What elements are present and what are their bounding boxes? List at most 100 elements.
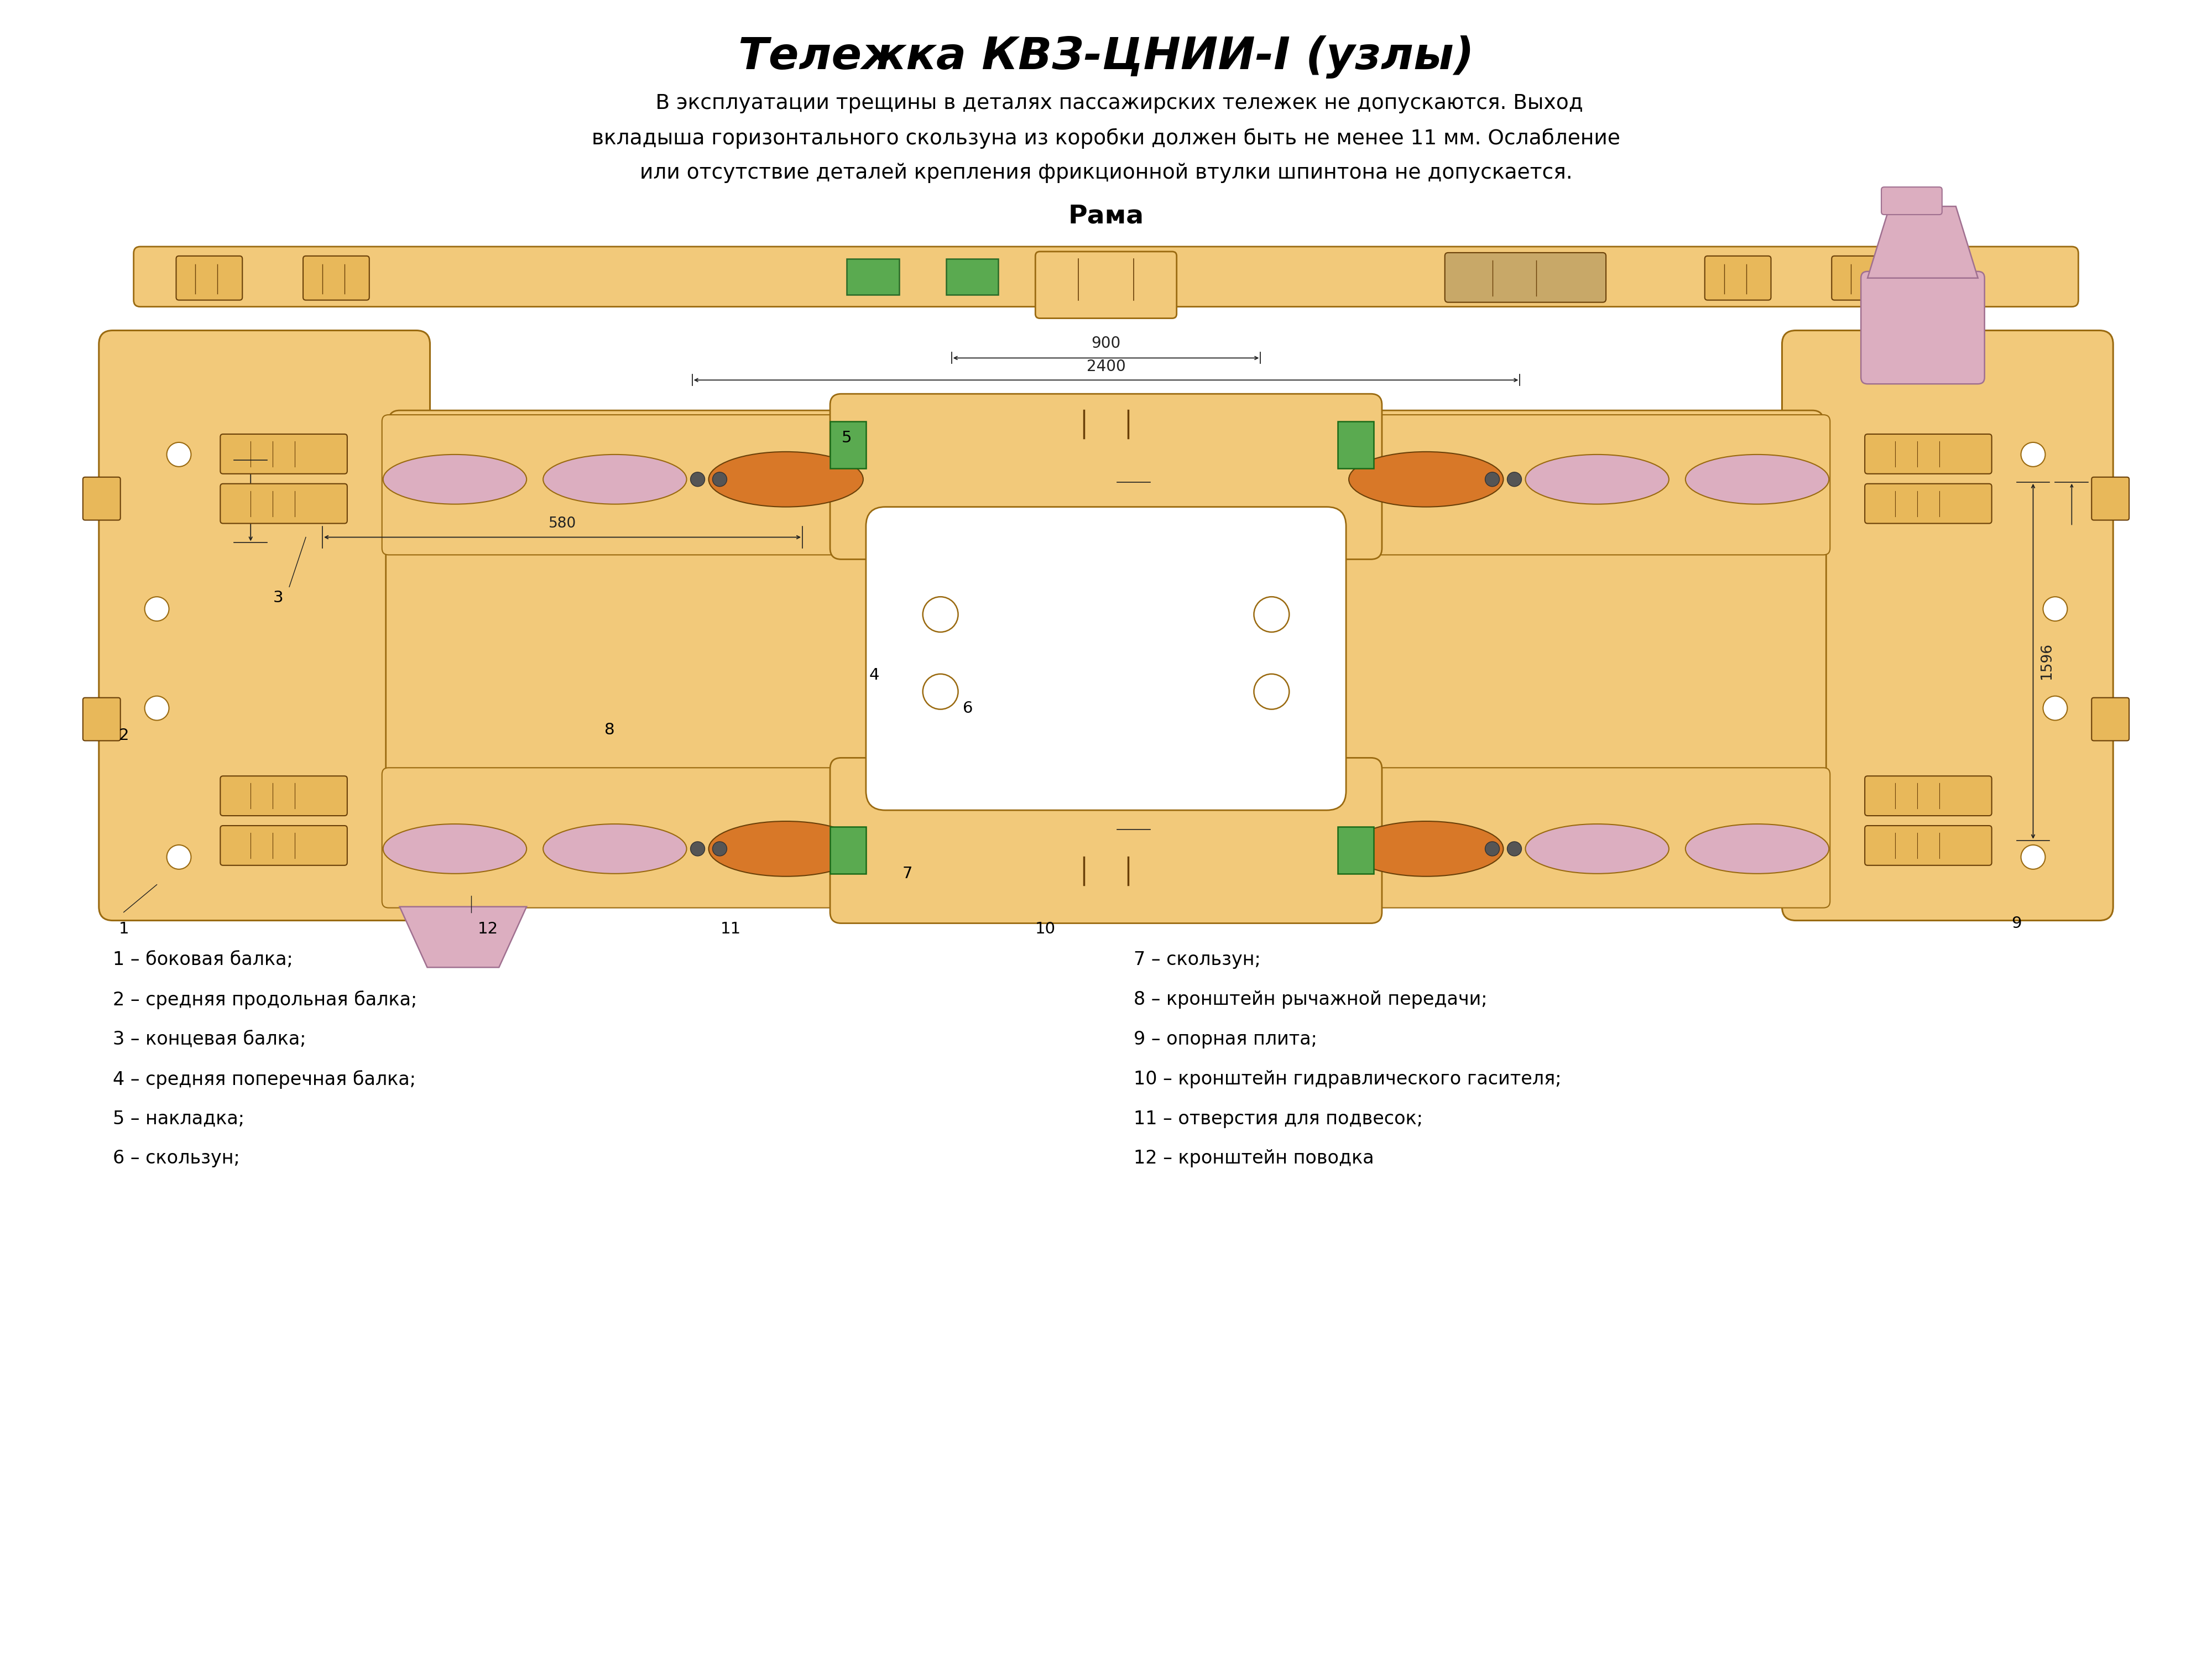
Text: 9 – опорная плита;: 9 – опорная плита; [1133, 1030, 1316, 1048]
FancyBboxPatch shape [865, 508, 1347, 810]
Circle shape [712, 841, 728, 856]
Text: 2: 2 [119, 728, 128, 743]
FancyBboxPatch shape [100, 330, 429, 921]
FancyBboxPatch shape [830, 393, 1383, 559]
Text: 8 – кронштейн рычажной передачи;: 8 – кронштейн рычажной передачи; [1133, 990, 1486, 1009]
Circle shape [1506, 841, 1522, 856]
Text: 7 – скользун;: 7 – скользун; [1133, 951, 1261, 969]
FancyBboxPatch shape [383, 768, 865, 907]
Circle shape [166, 443, 190, 466]
FancyBboxPatch shape [1832, 255, 1898, 300]
Ellipse shape [544, 825, 686, 874]
FancyBboxPatch shape [303, 255, 369, 300]
Circle shape [922, 674, 958, 710]
Text: 1596: 1596 [2039, 642, 2055, 680]
FancyBboxPatch shape [82, 478, 119, 521]
Text: 9: 9 [2011, 916, 2022, 931]
FancyBboxPatch shape [389, 775, 1823, 907]
Text: 8: 8 [604, 723, 615, 738]
Text: 2400: 2400 [1086, 358, 1126, 375]
Text: В эксплуатации трещины в деталях пассажирских тележек не допускаются. Выход: В эксплуатации трещины в деталях пассажи… [628, 93, 1584, 113]
Ellipse shape [1686, 825, 1829, 874]
FancyBboxPatch shape [1865, 484, 1991, 524]
FancyBboxPatch shape [221, 826, 347, 866]
Circle shape [1484, 841, 1500, 856]
Circle shape [2044, 697, 2068, 720]
FancyBboxPatch shape [1882, 187, 1942, 214]
FancyBboxPatch shape [389, 410, 1823, 542]
Circle shape [1254, 674, 1290, 710]
Ellipse shape [1686, 455, 1829, 504]
FancyBboxPatch shape [133, 247, 2079, 307]
FancyBboxPatch shape [383, 415, 865, 554]
Text: 10 – кронштейн гидравлического гасителя;: 10 – кронштейн гидравлического гасителя; [1133, 1070, 1562, 1088]
FancyBboxPatch shape [221, 484, 347, 524]
Ellipse shape [708, 451, 863, 508]
Text: 3 – концевая балка;: 3 – концевая балка; [113, 1030, 305, 1048]
Bar [947, 259, 998, 295]
Circle shape [144, 597, 168, 620]
Polygon shape [400, 907, 526, 967]
Ellipse shape [383, 455, 526, 504]
Text: 1 – боковая балка;: 1 – боковая балка; [113, 951, 292, 969]
Text: 10: 10 [1035, 921, 1055, 936]
FancyBboxPatch shape [1860, 272, 1984, 383]
Text: 7: 7 [902, 866, 914, 881]
Text: 12: 12 [478, 921, 498, 936]
Text: 5: 5 [841, 430, 852, 446]
FancyBboxPatch shape [1347, 415, 1829, 554]
Text: Тележка КВЗ-ЦНИИ-I (узлы): Тележка КВЗ-ЦНИИ-I (узлы) [739, 35, 1473, 78]
Ellipse shape [1526, 825, 1668, 874]
Circle shape [2022, 443, 2046, 466]
Text: 1: 1 [119, 921, 128, 936]
Ellipse shape [544, 455, 686, 504]
FancyBboxPatch shape [1444, 252, 1606, 302]
Circle shape [922, 597, 958, 632]
Text: 210: 210 [228, 488, 243, 516]
Ellipse shape [1349, 451, 1504, 508]
Circle shape [690, 841, 706, 856]
Text: или отсутствие деталей крепления фрикционной втулки шпинтона не допускается.: или отсутствие деталей крепления фрикцио… [639, 163, 1573, 182]
Text: 12 – кронштейн поводка: 12 – кронштейн поводка [1133, 1150, 1374, 1168]
Circle shape [2022, 844, 2046, 869]
FancyBboxPatch shape [221, 435, 347, 474]
Circle shape [166, 844, 190, 869]
Bar [847, 259, 898, 295]
Text: 6: 6 [962, 700, 973, 717]
FancyBboxPatch shape [1347, 768, 1829, 907]
Circle shape [144, 697, 168, 720]
FancyBboxPatch shape [1705, 255, 1772, 300]
Text: 5 – накладка;: 5 – накладка; [113, 1110, 243, 1128]
Ellipse shape [1526, 455, 1668, 504]
FancyBboxPatch shape [2093, 478, 2130, 521]
Text: вкладыша горизонтального скользуна из коробки должен быть не менее 11 мм. Ослабл: вкладыша горизонтального скользуна из ко… [593, 128, 1619, 149]
FancyBboxPatch shape [1783, 330, 2112, 921]
FancyBboxPatch shape [1865, 776, 1991, 816]
FancyBboxPatch shape [1035, 252, 1177, 319]
Text: 6 – скользун;: 6 – скользун; [113, 1150, 239, 1168]
FancyBboxPatch shape [1303, 531, 1827, 785]
Text: 580: 580 [549, 516, 577, 531]
Bar [1338, 421, 1374, 468]
Text: 1495: 1495 [1139, 637, 1155, 674]
Text: 11: 11 [721, 921, 741, 936]
FancyBboxPatch shape [177, 255, 243, 300]
Text: 4 – средняя поперечная балка;: 4 – средняя поперечная балка; [113, 1070, 416, 1088]
FancyBboxPatch shape [2093, 698, 2130, 740]
Bar [1338, 826, 1374, 874]
Circle shape [1254, 597, 1290, 632]
Text: 3: 3 [272, 591, 283, 606]
Circle shape [2044, 597, 2068, 620]
FancyBboxPatch shape [221, 776, 347, 816]
Ellipse shape [383, 825, 526, 874]
Text: 900: 900 [1091, 335, 1121, 352]
Ellipse shape [708, 821, 863, 876]
Text: 4: 4 [869, 667, 880, 684]
Bar [830, 826, 865, 874]
Text: 2 – средняя продольная балка;: 2 – средняя продольная балка; [113, 990, 416, 1009]
Ellipse shape [1349, 821, 1504, 876]
Bar [830, 421, 865, 468]
Circle shape [1484, 473, 1500, 486]
FancyBboxPatch shape [1865, 435, 1991, 474]
Circle shape [712, 473, 728, 486]
